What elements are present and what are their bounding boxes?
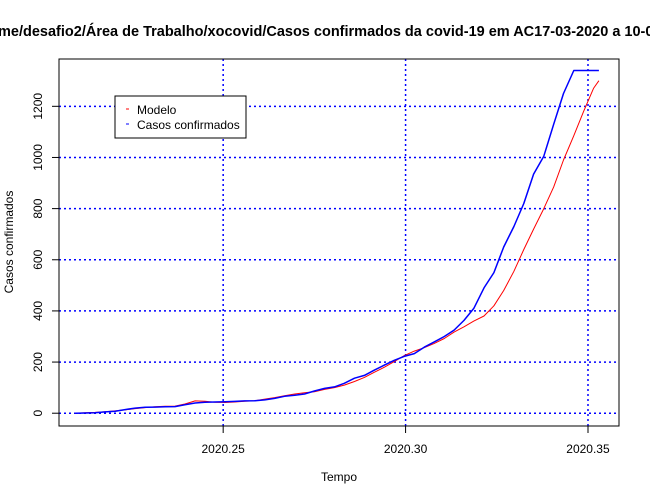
x-axis: 2020.25 2020.30 2020.35 xyxy=(201,425,610,456)
legend-box xyxy=(114,95,247,139)
legend-label-1: Casos confirmados xyxy=(137,118,240,132)
y-tick-label-5: 1000 xyxy=(31,144,45,171)
y-axis-label: Casos confirmados xyxy=(2,191,16,294)
chart-title: me/desafio2/Área de Trabalho/xocovid/Cas… xyxy=(0,23,650,40)
y-tick-label-6: 1200 xyxy=(31,93,45,120)
x-tick-label-1: 2020.30 xyxy=(384,442,428,456)
y-tick-label-3: 600 xyxy=(31,249,45,269)
y-tick-label-4: 800 xyxy=(31,198,45,218)
x-tick-label-0: 2020.25 xyxy=(201,442,245,456)
y-tick-label-1: 200 xyxy=(31,352,45,372)
series-layer xyxy=(75,69,600,414)
y-axis: 0 200 400 600 800 1000 1200 xyxy=(31,93,60,417)
x-axis-label: Tempo xyxy=(321,470,357,484)
x-tick-label-2: 2020.35 xyxy=(566,442,610,456)
grid-layer xyxy=(59,59,619,426)
series-line-casos-confirmados xyxy=(75,69,599,414)
legend-label-0: Modelo xyxy=(137,103,177,117)
y-tick-label-0: 0 xyxy=(31,410,45,417)
y-tick-label-2: 400 xyxy=(31,301,45,321)
